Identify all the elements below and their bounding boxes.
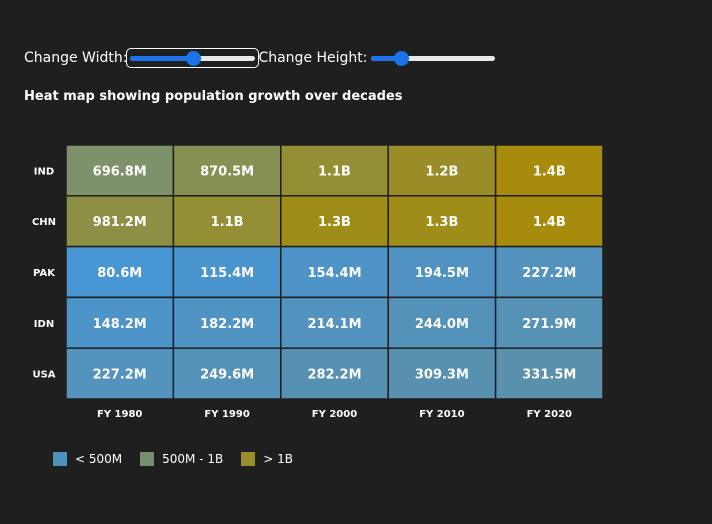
cell-label-idn-4: 271.9M bbox=[522, 317, 576, 332]
height-slider-thumb[interactable] bbox=[393, 51, 409, 66]
change-height-label: Change Height: bbox=[258, 50, 368, 66]
cell-label-chn-4: 1.4B bbox=[533, 215, 566, 230]
cell-label-ind-0: 696.8M bbox=[93, 164, 147, 179]
heatmap-cell-chn-4[interactable] bbox=[494, 195, 604, 248]
cell-label-ind-4: 1.4B bbox=[533, 164, 566, 179]
heatmap-cell-usa-1[interactable] bbox=[172, 347, 282, 400]
legend-swatch-mid bbox=[140, 452, 155, 466]
heatmap-cell-idn-1[interactable] bbox=[172, 296, 282, 349]
heatmap-cell-chn-1[interactable] bbox=[172, 195, 282, 248]
cell-label-ind-1: 870.5M bbox=[200, 164, 254, 179]
width-slider[interactable] bbox=[126, 48, 260, 68]
cell-label-usa-1: 249.6M bbox=[200, 368, 254, 383]
heatmap-cell-usa-4[interactable] bbox=[494, 347, 604, 400]
legend-item-mid: 500M - 1B bbox=[140, 452, 223, 466]
width-slider-fill bbox=[130, 56, 193, 61]
legend-label-low: < 500M bbox=[75, 452, 123, 466]
legend-swatch-low bbox=[53, 452, 67, 466]
row-label-chn: CHN bbox=[32, 217, 56, 228]
size-controls: Change Width: Change Height: bbox=[24, 48, 497, 68]
cell-label-usa-3: 309.3M bbox=[415, 368, 469, 383]
cell-label-idn-2: 214.1M bbox=[307, 317, 361, 332]
chart-title: Heat map showing population growth over … bbox=[24, 89, 403, 104]
column-label-2: FY 2000 bbox=[312, 409, 357, 420]
heatmap-cell-pak-0[interactable] bbox=[65, 245, 175, 299]
height-slider-track bbox=[370, 56, 495, 61]
column-label-3: FY 2010 bbox=[419, 409, 464, 420]
cell-label-pak-1: 115.4M bbox=[200, 266, 254, 281]
column-label-4: FY 2020 bbox=[527, 409, 572, 420]
legend-label-mid: 500M - 1B bbox=[162, 452, 224, 466]
row-label-idn: IDN bbox=[34, 319, 54, 330]
legend-item-high: > 1B bbox=[241, 452, 293, 466]
cell-label-chn-0: 981.2M bbox=[93, 215, 147, 230]
row-label-pak: PAK bbox=[33, 268, 56, 279]
change-width-label: Change Width: bbox=[24, 50, 128, 66]
height-slider[interactable] bbox=[369, 50, 497, 66]
cell-label-chn-3: 1.3B bbox=[425, 215, 458, 230]
heatmap-cell-chn-3[interactable] bbox=[387, 195, 497, 248]
heatmap-cell-idn-0[interactable] bbox=[65, 296, 175, 349]
cell-label-idn-0: 148.2M bbox=[93, 317, 147, 332]
cell-label-idn-1: 182.2M bbox=[200, 317, 254, 332]
cell-label-usa-0: 227.2M bbox=[93, 368, 147, 383]
cell-label-pak-4: 227.2M bbox=[522, 266, 576, 281]
cell-label-usa-4: 331.5M bbox=[522, 368, 576, 383]
cell-label-pak-2: 154.4M bbox=[307, 266, 361, 281]
heatmap-cell-ind-3[interactable] bbox=[387, 144, 497, 197]
row-label-usa: USA bbox=[32, 370, 55, 381]
cell-label-chn-1: 1.1B bbox=[211, 215, 244, 230]
cell-label-ind-2: 1.1B bbox=[318, 164, 351, 179]
column-label-1: FY 1990 bbox=[204, 409, 249, 420]
cell-label-pak-0: 80.6M bbox=[97, 266, 142, 281]
heatmap-cell-idn-4[interactable] bbox=[494, 296, 604, 349]
heatmap-cell-ind-4[interactable] bbox=[494, 144, 604, 197]
heatmap-cell-pak-1[interactable] bbox=[172, 245, 282, 299]
column-label-0: FY 1980 bbox=[97, 409, 142, 420]
legend-item-low: < 500M bbox=[53, 452, 122, 466]
cell-label-pak-3: 194.5M bbox=[415, 266, 469, 281]
heatmap-cell-usa-3[interactable] bbox=[387, 347, 497, 400]
heatmap-cell-usa-0[interactable] bbox=[65, 347, 175, 400]
cell-label-idn-3: 244.0M bbox=[415, 317, 469, 332]
width-slider-thumb[interactable] bbox=[185, 51, 201, 66]
row-label-ind: IND bbox=[34, 166, 54, 177]
cell-label-usa-2: 282.2M bbox=[307, 368, 361, 383]
cell-label-chn-2: 1.3B bbox=[318, 215, 351, 230]
heatmap-chart: IND 696.8M 870.5M 1.1B 1.2B 1.4B CHN 981.2M 1.1B… bbox=[32, 144, 604, 420]
legend-label-high: > 1B bbox=[263, 452, 293, 466]
heatmap-cell-pak-2[interactable] bbox=[280, 245, 389, 299]
heatmap-cell-chn-2[interactable] bbox=[280, 195, 389, 248]
height-slider-fill bbox=[370, 56, 401, 61]
cell-label-ind-3: 1.2B bbox=[425, 164, 458, 179]
legend-swatch-high bbox=[241, 452, 256, 466]
legend: < 500M 500M - 1B > 1B bbox=[53, 452, 311, 466]
